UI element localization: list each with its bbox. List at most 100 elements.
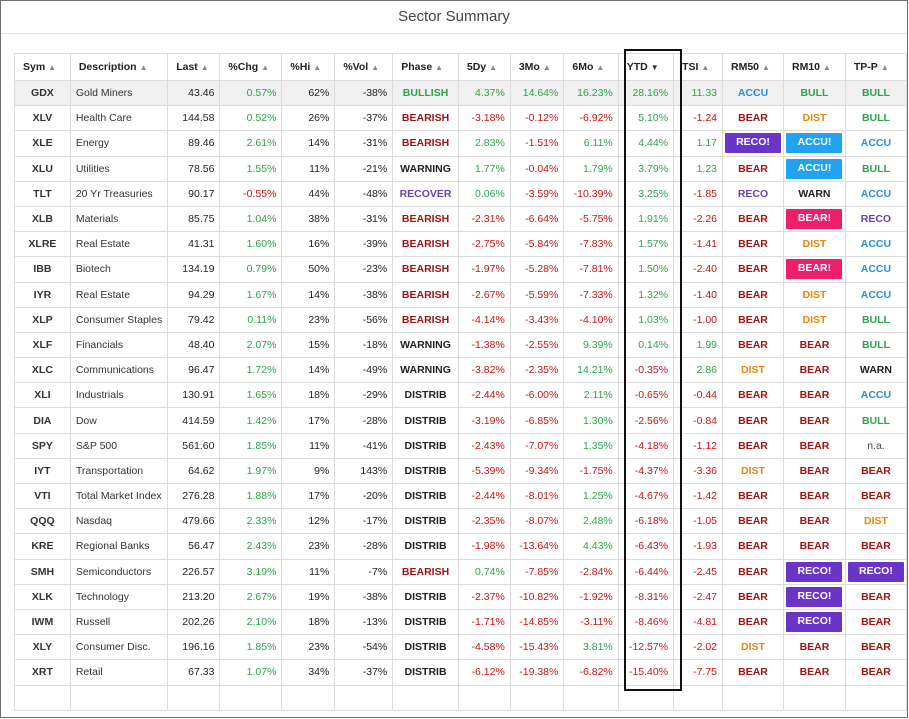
sort-up-icon[interactable]: ▲ [313, 63, 322, 72]
column-header-pct-hi[interactable]: %Hi ▲ [281, 53, 336, 81]
table-row[interactable]: XLY Consumer Disc. 196.16 1.85% 23% -54% DISTR… [14, 634, 908, 661]
symbol-cell[interactable]: XLB [14, 205, 71, 233]
symbol-cell[interactable]: TLT [14, 180, 71, 207]
sort-up-icon[interactable]: ▲ [200, 63, 209, 72]
table-row[interactable]: XLV Health Care 144.58 0.52% 26% -37% BEARISH -… [14, 105, 908, 132]
sort-up-icon[interactable]: ▲ [880, 63, 889, 72]
symbol-cell[interactable]: SMH [14, 558, 71, 585]
sort-up-icon[interactable]: ▲ [542, 63, 551, 72]
column-header-last[interactable]: Last ▲ [167, 53, 221, 81]
sort-up-icon[interactable]: ▲ [435, 63, 444, 72]
symbol-cell[interactable]: XLF [14, 331, 71, 359]
ytd-cell: -6.44% [617, 558, 675, 585]
symbol-cell[interactable]: XLE [14, 130, 71, 157]
description-cell: Transportation [69, 457, 169, 485]
symbol-cell[interactable]: GDX [14, 79, 71, 107]
sort-up-icon[interactable]: ▲ [701, 63, 710, 72]
symbol-cell[interactable]: XLK [14, 583, 71, 610]
m6-cell: -7.33% [563, 281, 619, 308]
table-row[interactable]: XLK Technology 213.20 2.67% 19% -38% DISTRIB -2… [14, 583, 908, 610]
column-header-rm10[interactable]: RM10 ▲ [783, 53, 846, 81]
column-header-label: 3Mo [518, 61, 540, 73]
rm10-cell: BEAR! [783, 256, 846, 283]
table-row[interactable]: XLI Industrials 130.91 1.65% 18% -29% DISTRIB -… [14, 382, 908, 409]
panel-title: Sector Summary [1, 1, 907, 34]
signal-badge: RECO! [786, 561, 843, 582]
table-row[interactable]: IWM Russell 202.26 2.10% 18% -13% DISTRIB -1.71… [14, 608, 908, 636]
sort-up-icon[interactable]: ▲ [48, 63, 57, 72]
column-header-6mo[interactable]: 6Mo ▲ [563, 53, 619, 81]
column-header-tp-p[interactable]: TP-P ▲ [844, 53, 908, 81]
column-header-rm50[interactable]: RM50 ▲ [722, 53, 785, 81]
symbol-cell[interactable]: XLC [14, 357, 71, 384]
symbol-cell[interactable]: XLY [14, 634, 71, 661]
d5-cell: -2.37% [457, 583, 511, 610]
sort-up-icon[interactable]: ▲ [371, 63, 380, 72]
symbol-cell[interactable]: KRE [14, 533, 71, 560]
phase-cell: BULLISH [392, 79, 459, 107]
symbol-cell[interactable]: SPY [14, 432, 71, 459]
symbol-cell[interactable]: DIA [14, 407, 71, 434]
table-row[interactable]: XLRE Real Estate 41.31 1.60% 16% -39% BEARISH -… [14, 231, 908, 258]
table-row[interactable]: IYT Transportation 64.62 1.97% 9% 143% DISTRIB… [14, 457, 908, 485]
sort-up-icon[interactable]: ▲ [489, 63, 498, 72]
chg-cell: 2.43% [219, 533, 283, 560]
empty-cell [392, 684, 459, 711]
table-row[interactable]: SPY S&P 500 561.60 1.85% 11% -41% DISTRIB -2.43… [14, 432, 908, 459]
symbol-cell[interactable]: XLI [14, 382, 71, 409]
table-row[interactable]: XLU Utilities 78.56 1.55% 11% -21% WARNING 1.77… [14, 155, 908, 182]
symbol-cell[interactable]: IWM [14, 608, 71, 636]
table-row[interactable]: XLC Communications 96.47 1.72% 14% -49% WARNIN… [14, 357, 908, 384]
table-row[interactable]: XLB Materials 85.75 1.04% 38% -31% BEARISH -2.3… [14, 205, 908, 233]
column-header-description[interactable]: Description ▲ [69, 53, 169, 81]
table-row[interactable]: VTI Total Market Index 276.28 1.88% 17% -20% D… [14, 482, 908, 510]
symbol-cell[interactable]: XLV [14, 105, 71, 132]
column-header-3mo[interactable]: 3Mo ▲ [509, 53, 565, 81]
column-header-phase[interactable]: Phase ▲ [392, 53, 459, 81]
column-header-pct-chg[interactable]: %Chg ▲ [219, 53, 283, 81]
table-row[interactable]: DIA Dow 414.59 1.42% 17% -28% DISTRIB -3.19% -6.… [14, 407, 908, 434]
sort-up-icon[interactable]: ▲ [596, 63, 605, 72]
table-row[interactable]: IYR Real Estate 94.29 1.67% 14% -38% BEARISH -2… [14, 281, 908, 308]
table-row[interactable]: IBB Biotech 134.19 0.79% 50% -23% BEARISH -1.97… [14, 256, 908, 283]
symbol-cell[interactable]: XLU [14, 155, 71, 182]
table-row[interactable]: QQQ Nasdaq 479.66 2.33% 12% -17% DISTRIB -2.35%… [14, 508, 908, 535]
column-header-tsi[interactable]: TSI ▲ [673, 53, 724, 81]
symbol-cell[interactable]: QQQ [14, 508, 71, 535]
tpp-cell: ACCU [844, 130, 908, 157]
ytd-cell: -4.67% [617, 482, 675, 510]
last-cell: 90.17 [167, 180, 221, 207]
symbol-cell[interactable]: XRT [14, 659, 71, 686]
table-row[interactable]: XLE Energy 89.46 2.61% 14% -31% BEARISH 2.83% -1… [14, 130, 908, 157]
symbol-cell[interactable]: IBB [14, 256, 71, 283]
column-header-ytd[interactable]: YTD ▼ [617, 53, 675, 81]
sort-up-icon[interactable]: ▲ [261, 63, 270, 72]
symbol-cell[interactable]: IYT [14, 457, 71, 485]
phase-cell: BEARISH [392, 231, 459, 258]
sort-up-icon[interactable]: ▲ [762, 63, 770, 72]
symbol-cell[interactable]: XLP [14, 306, 71, 333]
table-row[interactable]: SMH Semiconductors 226.57 3.19% 11% -7% BEARIS… [14, 558, 908, 585]
sort-up-icon[interactable]: ▲ [139, 63, 148, 72]
table-row[interactable]: GDX Gold Miners 43.46 0.57% 62% -38% BULLISH 4.… [14, 79, 908, 107]
last-cell: 78.56 [167, 155, 221, 182]
description-cell: Consumer Staples [69, 306, 169, 333]
table-row[interactable]: TLT 20 Yr Treasuries 90.17 -0.55% 44% -48% REC… [14, 180, 908, 207]
table-row[interactable]: KRE Regional Banks 56.47 2.43% 23% -28% DISTRI… [14, 533, 908, 560]
symbol-cell[interactable]: IYR [14, 281, 71, 308]
sort-down-icon[interactable]: ▼ [650, 63, 659, 72]
sort-up-icon[interactable]: ▲ [823, 63, 831, 72]
symbol-cell[interactable]: XLRE [14, 231, 71, 258]
table-row[interactable]: XRT Retail 67.33 1.07% 34% -37% DISTRIB -6.12% -… [14, 659, 908, 686]
column-header-5dy[interactable]: 5Dy ▲ [457, 53, 511, 81]
tpp-cell: BEAR [844, 482, 908, 510]
column-header-pct-vol[interactable]: %Vol ▲ [334, 53, 394, 81]
column-header-sym[interactable]: Sym ▲ [14, 53, 71, 81]
table-row[interactable]: XLF Financials 48.40 2.07% 15% -18% WARNING -1.… [14, 331, 908, 359]
ytd-cell: 28.16% [617, 79, 675, 107]
m3-cell: -5.28% [509, 256, 565, 283]
m6-cell: 1.79% [563, 155, 619, 182]
table-row[interactable]: XLP Consumer Staples 79.42 0.11% 23% -56% BEAR… [14, 306, 908, 333]
description-cell: Consumer Disc. [69, 634, 169, 661]
symbol-cell[interactable]: VTI [14, 482, 71, 510]
